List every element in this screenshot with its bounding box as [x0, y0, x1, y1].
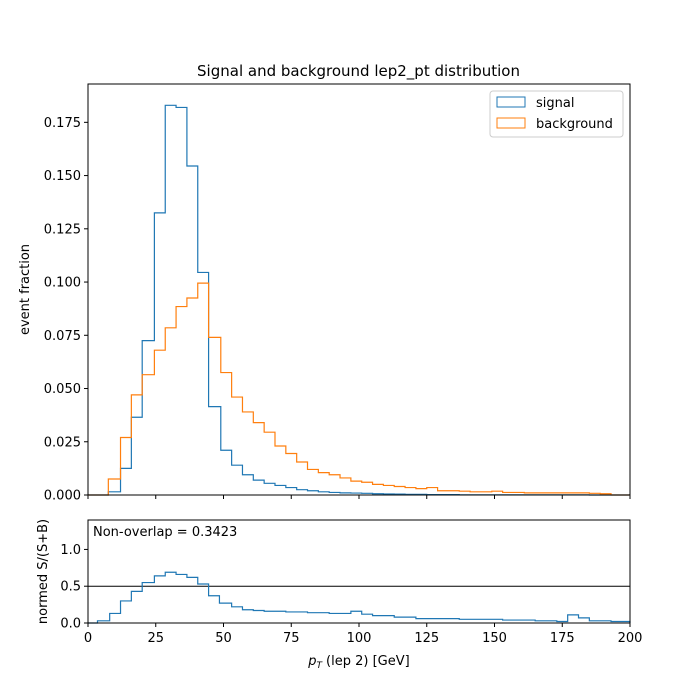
- top-y-axis-label: event fraction: [18, 244, 33, 335]
- main-histogram-panel: Signal and background lep2_pt distributi…: [18, 62, 631, 504]
- legend-box: [489, 90, 624, 138]
- x-tick-label: 125: [414, 631, 439, 646]
- x-tick-label: 50: [215, 631, 232, 646]
- top-y-tick-label: 0.025: [44, 435, 81, 450]
- legend-swatch-signal: [496, 96, 526, 108]
- x-axis-label: pT (lep 2) [GeV]: [307, 654, 409, 671]
- top-y-tick-label: 0.100: [44, 276, 81, 291]
- top-axes-frame: [87, 83, 631, 496]
- top-y-tick-label: 0.050: [44, 382, 81, 397]
- x-tick-label: 0: [84, 631, 92, 646]
- legend: signal background: [489, 90, 624, 138]
- x-axis-label-text: (lep 2) [GeV]: [326, 654, 410, 669]
- chart-title: Signal and background lep2_pt distributi…: [197, 62, 520, 81]
- top-y-tick-label: 0.175: [44, 116, 81, 131]
- legend-label-signal: signal: [536, 96, 574, 111]
- legend-swatch-background: [496, 117, 526, 129]
- x-tick-label: 200: [618, 631, 643, 646]
- top-y-tick-label: 0.125: [44, 222, 81, 237]
- series-ratio-histogram: [88, 571, 631, 624]
- non-overlap-annotation: Non-overlap = 0.3423: [93, 525, 237, 540]
- bottom-y-tick-label: 0.0: [60, 617, 81, 632]
- x-axis-label-subscript: T: [317, 661, 324, 671]
- x-tick-label: 175: [550, 631, 575, 646]
- x-axis-ticks: 0 25 50 75 100 125 150 175 200: [84, 623, 643, 646]
- x-tick-label: 100: [347, 631, 372, 646]
- x-tick-label: 75: [283, 631, 300, 646]
- bottom-y-axis-label: normed S/(S+B): [36, 519, 51, 624]
- bottom-y-tick-label: 1.0: [60, 543, 81, 558]
- top-y-tick-label: 0.000: [44, 489, 81, 504]
- legend-label-background: background: [536, 117, 613, 132]
- bottom-y-axis-ticks: 0.0 0.5 1.0: [60, 543, 88, 632]
- x-axis-label-symbol: p: [307, 654, 316, 669]
- series-background-histogram: [88, 282, 630, 496]
- top-y-axis-ticks: 0.000 0.025 0.050 0.075 0.100 0.125 0.150 0.175: [44, 116, 631, 504]
- bottom-y-tick-label: 0.5: [60, 580, 81, 595]
- bottom-series-layer: [88, 571, 631, 624]
- top-y-tick-label: 0.150: [44, 169, 81, 184]
- x-tick-label: 25: [147, 631, 164, 646]
- x-tick-label: 150: [482, 631, 507, 646]
- ratio-panel: 0.0 0.5 1.0 Non-overlap = 0.3423 normed S/…: [36, 519, 642, 671]
- top-y-tick-label: 0.075: [44, 329, 81, 344]
